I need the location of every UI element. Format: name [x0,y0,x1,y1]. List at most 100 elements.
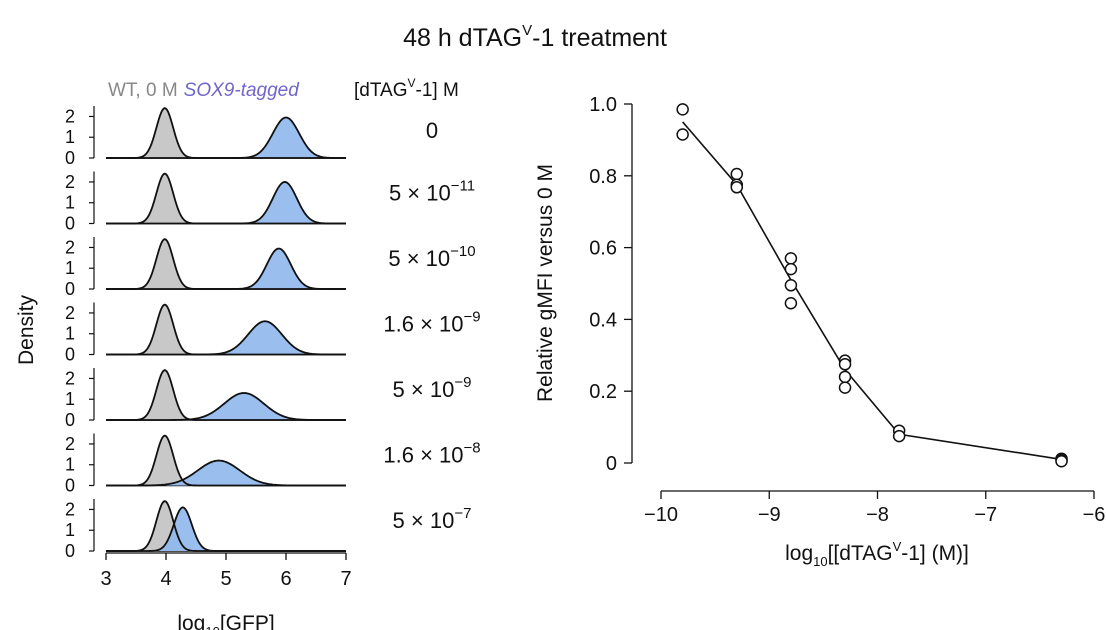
dose-xlabel-mid: [[dTAG [828,542,893,565]
tagged-density-fill [106,460,346,486]
dose-y-tick-label: 1.0 [589,94,617,116]
hist-x-tick-label: 4 [160,568,171,590]
dose-x-tick-label: −6 [1083,504,1106,526]
wt-density-line [106,172,346,225]
dose-y-tick-label: 0.2 [589,381,617,403]
row-y-tick-label: 2 [65,106,75,126]
tagged-density-line [106,392,346,421]
conc-header-main: [dTAG [354,80,408,101]
row-y-tick-label: 1 [65,389,75,409]
row-y-tick-label: 2 [65,172,75,192]
concentration-label: 0 [426,118,438,143]
histogram-row: 210 5 × 10−7 [65,499,471,561]
dose-y-axis-label: Relative gMFI versus 0 M [534,164,557,402]
concentration-exponent: −9 [454,374,471,391]
wt-density-line [106,303,346,356]
figure-title: 48 h dTAGV-1 treatment [403,22,667,52]
dose-y-tick-label: 0.4 [589,309,617,331]
dose-xlabel-rest: -1] (M)] [901,542,969,565]
histogram-row: 210 1.6 × 10−8 [65,433,481,496]
dose-x-tick-label: −10 [644,504,678,526]
row-y-tick-label: 0 [65,148,75,168]
row-y-tick-label: 1 [65,193,75,213]
wt-density-line [106,500,346,552]
wt-density-fill [106,173,346,224]
wt-density-fill [106,304,346,355]
concentration-header: [dTAGV-1] M [354,76,459,101]
wt-density-fill [106,108,346,158]
tagged-density-line [106,459,346,487]
row-y-tick-label: 1 [65,258,75,278]
tagged-density-line [106,181,346,225]
concentration-exponent: −11 [451,178,475,195]
dose-xlabel-main: log [785,542,813,565]
density-axis-label: Density [15,294,38,365]
row-y-tick-label: 2 [65,434,75,454]
tagged-density-fill [106,393,346,420]
tagged-density-fill [106,248,346,289]
concentration-base: 5 × 10 [389,181,451,206]
hist-x-tick-label: 7 [340,568,351,590]
wt-density-fill [106,370,346,420]
histogram-row: 210 1.6 × 10−9 [65,302,481,365]
dose-fit-line [682,121,1062,461]
concentration-exponent: −10 [450,243,475,260]
dose-data-point [838,381,852,394]
row-y-tick-label: 0 [65,476,75,496]
concentration-base: 5 × 10 [393,377,455,402]
histogram-row: 210 5 × 10−9 [65,368,471,430]
dose-y-tick-label: 0.8 [589,166,617,188]
dose-x-tick-label: −8 [866,504,889,526]
dose-x-tick-label: −7 [974,504,997,526]
row-y-tick-label: 2 [65,499,75,519]
dose-data-point [676,128,689,141]
histogram-row: 210 5 × 10−10 [65,237,476,299]
row-y-tick-label: 0 [65,214,75,234]
concentration-label: 5 × 10−9 [393,374,472,402]
histogram-x-axis: 3 4 5 6 7 [100,552,352,590]
hist-x-tick-label: 5 [220,568,231,590]
dose-data-point [838,358,852,371]
concentration-label: 1.6 × 10−9 [383,309,480,337]
row-y-tick-label: 0 [65,410,75,430]
wt-density-fill [106,501,346,551]
tagged-density-fill [106,181,346,224]
legend-tagged: SOX9-tagged [184,80,301,101]
concentration-label: 5 × 10−10 [388,243,475,271]
wt-density-line [106,238,346,290]
conc-header-sup: V [408,76,416,90]
tagged-density-line [106,320,346,356]
hist-x-tick-label: 6 [280,568,291,590]
row-y-tick-label: 0 [65,279,75,299]
dose-data-point [730,167,744,181]
dose-xlabel-sub: 10 [813,554,827,569]
row-y-tick-label: 2 [65,368,75,388]
tagged-density-line [106,506,346,552]
tagged-density-line [106,247,346,290]
title-main: 48 h dTAG [403,24,522,52]
dose-x-tick-label: −9 [758,504,781,526]
dose-xlabel-sup: V [893,539,902,554]
tagged-density-fill [106,117,346,158]
dose-data-point [784,262,798,276]
row-y-tick-label: 0 [65,345,75,365]
dose-y-tick-label: 0 [606,453,617,475]
row-y-tick-label: 2 [65,237,75,257]
dose-y-tick-label: 0.6 [589,238,617,260]
concentration-base: 5 × 10 [388,246,450,271]
tagged-density-fill [106,321,346,355]
wt-density-fill [106,435,346,486]
title-sup: V [522,22,532,39]
row-y-tick-label: 1 [65,455,75,475]
concentration-exponent: −7 [454,505,471,522]
concentration-label: 5 × 10−11 [389,178,475,206]
legend-wt: WT, 0 M [108,80,178,101]
row-y-tick-label: 2 [65,303,75,323]
conc-header-rest: -1] M [416,80,459,101]
dose-data-point [730,181,744,194]
tagged-density-line [106,116,346,159]
dose-data-point [784,252,798,265]
dose-data-point [676,103,689,116]
histogram-row: 210 5 × 10−11 [65,171,475,234]
